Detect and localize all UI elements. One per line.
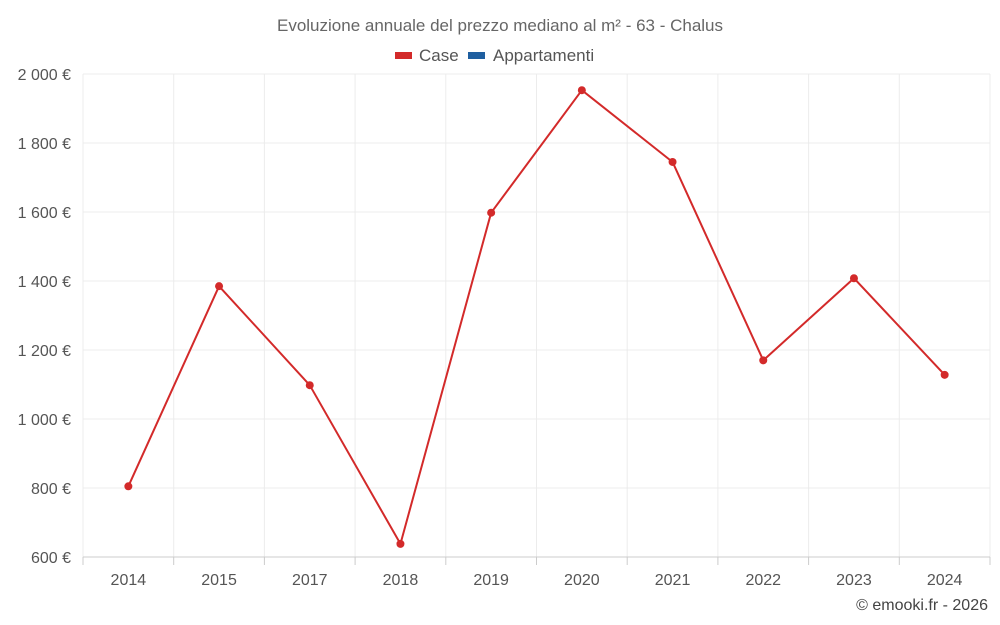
data-point-case[interactable] [668, 157, 677, 166]
data-point-case[interactable] [215, 282, 224, 291]
data-point-case[interactable] [487, 208, 496, 217]
grid [82, 73, 991, 557]
legend-label-appartamenti: Appartamenti [493, 46, 594, 65]
legend-swatch-appartamenti [468, 52, 485, 59]
y-tick-label: 1 800 € [18, 136, 71, 153]
y-tick-label: 2 000 € [18, 67, 71, 84]
x-tick-label: 2019 [473, 572, 509, 589]
x-tick-label: 2021 [655, 572, 691, 589]
data-point-case[interactable] [396, 539, 405, 548]
y-tick-label: 1 600 € [18, 205, 71, 222]
legend-item-appartamenti[interactable]: Appartamenti [468, 46, 594, 65]
data-point-case[interactable] [124, 482, 133, 491]
x-tick-label: 2017 [292, 572, 328, 589]
legend[interactable]: Case Appartamenti [395, 46, 594, 65]
x-tick-label: 2024 [927, 572, 963, 589]
data-point-case[interactable] [577, 86, 586, 95]
series-case [124, 86, 949, 548]
legend-swatch-case [395, 52, 412, 59]
y-tick-label: 1 000 € [18, 412, 71, 429]
data-point-case[interactable] [849, 274, 858, 283]
x-tick-label: 2014 [111, 572, 147, 589]
y-tick-label: 600 € [31, 550, 71, 567]
y-tick-label: 1 200 € [18, 343, 71, 360]
credit-text: © emooki.fr - 2026 [856, 597, 988, 614]
x-tick-label: 2018 [383, 572, 419, 589]
x-tick-label: 2020 [564, 572, 600, 589]
axes: 600 € 800 € 1 000 € 1 200 € 1 400 € 1 600 € 1 … [18, 67, 991, 589]
data-point-case[interactable] [940, 370, 949, 379]
data-point-case[interactable] [759, 356, 768, 365]
x-tick-label: 2022 [745, 572, 781, 589]
series-line-case [127, 89, 946, 545]
data-point-case[interactable] [305, 381, 314, 390]
x-tick-label: 2023 [836, 572, 872, 589]
legend-label-case: Case [419, 46, 459, 65]
chart-title: Evoluzione annuale del prezzo mediano al… [277, 16, 723, 35]
legend-item-case[interactable]: Case [395, 46, 459, 65]
y-tick-label: 800 € [31, 481, 71, 498]
x-tick-label: 2015 [201, 572, 237, 589]
y-tick-label: 1 400 € [18, 274, 71, 291]
